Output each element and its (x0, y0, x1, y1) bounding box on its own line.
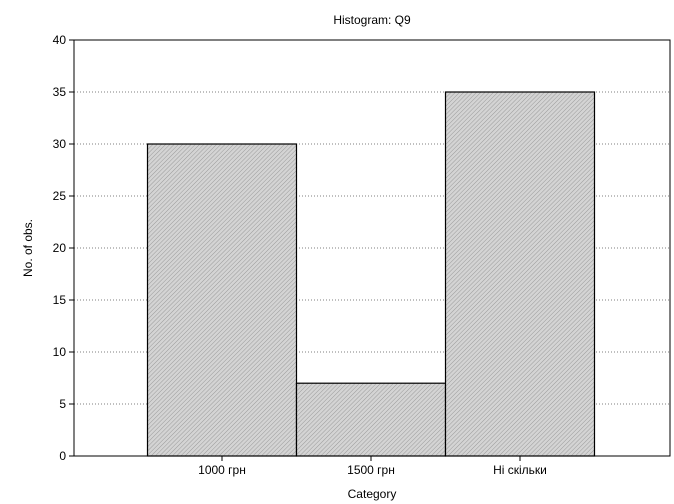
y-tick-label: 35 (53, 85, 67, 99)
y-tick-label: 5 (59, 397, 66, 411)
bars (146, 91, 596, 457)
y-tick-label: 10 (53, 345, 67, 359)
y-tick-label: 15 (53, 293, 67, 307)
y-tick-label: 30 (53, 137, 67, 151)
x-tick-label: 1500 грн (347, 463, 395, 477)
x-tick-label: 1000 грн (198, 463, 246, 477)
x-axis-title: Category (348, 487, 397, 501)
bar (444, 91, 596, 457)
y-tick-label: 40 (53, 33, 67, 47)
bar (295, 382, 447, 457)
bar (146, 143, 298, 457)
x-tick-label: Ні скільки (493, 463, 547, 477)
y-axis-ticks: 0 5 10 15 20 25 30 35 40 (53, 33, 74, 463)
y-axis-title: No. of obs. (21, 219, 35, 277)
x-axis-ticks: 1000 грн 1500 грн Ні скільки (198, 456, 547, 477)
y-tick-label: 20 (53, 241, 67, 255)
y-tick-label: 25 (53, 189, 67, 203)
y-tick-label: 0 (59, 449, 66, 463)
chart-title: Histogram: Q9 (333, 13, 411, 27)
